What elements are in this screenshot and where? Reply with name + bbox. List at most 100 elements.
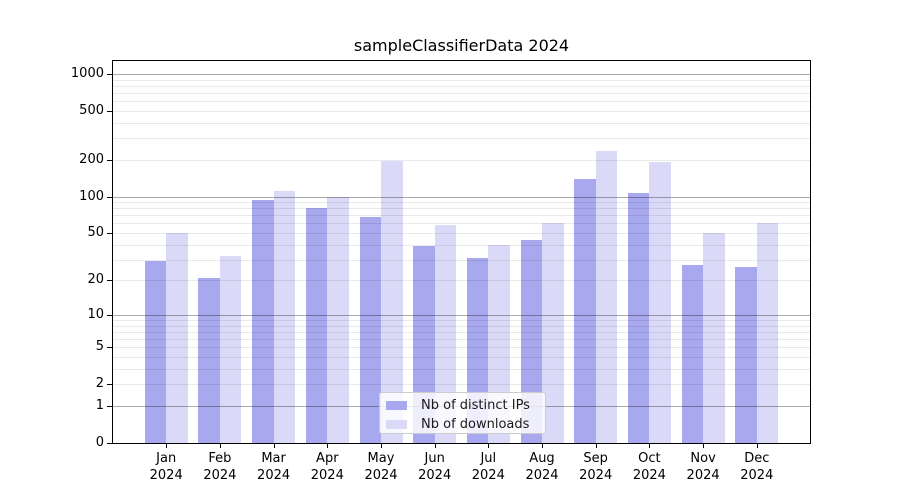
x-tick-jan xyxy=(166,444,168,448)
gridline-90 xyxy=(113,202,810,203)
bar-distinct-ips-sep xyxy=(574,178,596,443)
gridline-60 xyxy=(113,223,810,225)
y-tick-100 xyxy=(107,196,112,198)
legend-label-downloads: Nb of downloads xyxy=(421,416,530,432)
x-tick-sep xyxy=(595,444,597,448)
gridline-10 xyxy=(113,314,810,316)
bar-distinct-ips-may xyxy=(359,216,381,443)
x-tick-label-sep: Sep 2024 xyxy=(579,451,613,483)
y-tick-50 xyxy=(107,233,112,234)
y-tick-label-50: 50 xyxy=(87,225,104,240)
bar-downloads-may xyxy=(381,161,403,443)
bar-distinct-ips-nov xyxy=(681,265,704,443)
bar-downloads-mar xyxy=(273,190,296,443)
y-tick-label-100: 100 xyxy=(79,188,104,204)
gridline-400 xyxy=(113,122,810,124)
y-tick-500 xyxy=(107,110,112,112)
gridline-8 xyxy=(113,325,810,327)
gridline-200 xyxy=(113,159,810,161)
y-tick-0 xyxy=(107,443,112,444)
legend-swatch-distinct-ips xyxy=(386,400,407,410)
bar-downloads-oct xyxy=(649,162,671,443)
legend-item-downloads: Nb of downloads xyxy=(380,415,545,433)
gridline-800 xyxy=(113,85,810,87)
x-tick-feb xyxy=(219,444,221,448)
gridline-600 xyxy=(113,101,810,103)
gridline-300 xyxy=(113,138,810,140)
gridline-500 xyxy=(113,110,810,112)
bar-distinct-ips-mar xyxy=(252,199,274,443)
y-tick-label-0: 0 xyxy=(95,435,104,450)
x-tick-dec xyxy=(756,444,758,448)
x-tick-jul xyxy=(488,444,490,448)
x-tick-label-mar: Mar 2024 xyxy=(257,451,291,483)
y-tick-20 xyxy=(107,280,112,282)
bar-downloads-jan xyxy=(166,233,188,443)
y-tick-10 xyxy=(107,314,112,316)
gridline-900 xyxy=(113,79,810,81)
y-tick-label-2: 2 xyxy=(95,376,104,392)
y-tick-1 xyxy=(107,406,112,407)
bar-distinct-ips-feb xyxy=(198,277,220,443)
bar-downloads-dec xyxy=(756,223,779,443)
gridline-1000 xyxy=(113,73,810,75)
y-tick-2 xyxy=(107,384,112,386)
x-tick-label-aug: Aug 2024 xyxy=(525,451,559,483)
legend-label-distinct-ips: Nb of distinct IPs xyxy=(421,397,530,413)
y-tick-label-500: 500 xyxy=(79,102,104,118)
x-tick-label-nov: Nov 2024 xyxy=(686,451,720,483)
gridline-50 xyxy=(113,233,810,234)
gridline-7 xyxy=(113,331,810,333)
legend-item-distinct-ips: Nb of distinct IPs xyxy=(380,396,545,414)
x-tick-label-apr: Apr 2024 xyxy=(310,451,344,483)
x-tick-label-jan: Jan 2024 xyxy=(149,451,183,483)
x-tick-may xyxy=(381,444,382,448)
y-tick-label-1: 1 xyxy=(95,398,104,413)
x-tick-jun xyxy=(434,444,436,448)
legend: Nb of distinct IPs Nb of downloads xyxy=(379,392,546,434)
gridline-70 xyxy=(113,215,810,217)
x-tick-label-jun: Jun 2024 xyxy=(418,451,452,483)
y-tick-label-1000: 1000 xyxy=(70,65,104,81)
x-tick-label-oct: Oct 2024 xyxy=(632,451,666,483)
x-tick-mar xyxy=(273,444,275,448)
gridline-4 xyxy=(113,357,810,358)
x-tick-label-jul: Jul 2024 xyxy=(471,451,505,483)
chart-title: sampleClassifierData 2024 xyxy=(353,36,570,55)
x-tick-label-dec: Dec 2024 xyxy=(740,451,774,483)
y-tick-label-5: 5 xyxy=(95,339,104,355)
bar-downloads-jun xyxy=(434,225,457,443)
gridline-700 xyxy=(113,93,810,94)
gridline-30 xyxy=(113,259,810,261)
y-tick-1000 xyxy=(107,73,112,75)
y-tick-200 xyxy=(107,159,112,161)
y-tick-label-200: 200 xyxy=(79,151,104,167)
x-tick-oct xyxy=(649,444,651,448)
gridline-80 xyxy=(113,208,810,210)
bar-distinct-ips-dec xyxy=(735,266,757,443)
bar-downloads-apr xyxy=(327,196,349,443)
x-tick-label-feb: Feb 2024 xyxy=(203,451,237,483)
bar-distinct-ips-apr xyxy=(305,208,328,443)
x-tick-nov xyxy=(703,444,705,448)
bar-downloads-nov xyxy=(703,233,725,443)
gridline-3 xyxy=(113,368,810,370)
y-tick-5 xyxy=(107,347,112,349)
legend-swatch-downloads xyxy=(386,419,407,429)
bar-downloads-aug xyxy=(542,223,564,443)
y-tick-label-20: 20 xyxy=(87,272,104,288)
gridline-9 xyxy=(113,320,810,321)
gridline-100 xyxy=(113,196,810,198)
y-tick-label-10: 10 xyxy=(87,306,104,322)
bar-distinct-ips-oct xyxy=(627,193,650,443)
x-tick-aug xyxy=(542,444,543,448)
bar-distinct-ips-jan xyxy=(144,261,167,443)
bar-downloads-feb xyxy=(219,256,242,443)
x-tick-apr xyxy=(327,444,329,448)
x-tick-label-may: May 2024 xyxy=(364,451,398,483)
gridline-6 xyxy=(113,339,810,341)
bar-downloads-sep xyxy=(595,151,618,443)
gridline-5 xyxy=(113,347,810,349)
plot-area xyxy=(112,60,811,444)
